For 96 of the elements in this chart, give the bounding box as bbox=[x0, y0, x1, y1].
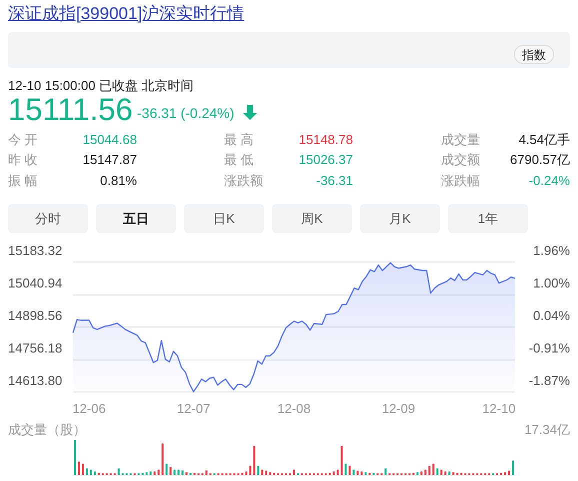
bar bbox=[428, 466, 430, 475]
tab-button: 月K bbox=[360, 204, 440, 233]
bar bbox=[158, 470, 160, 475]
tab-button: 分时 bbox=[8, 204, 88, 233]
bar bbox=[436, 468, 438, 475]
tab-button: 日K bbox=[184, 204, 264, 233]
tab-button: 1年 bbox=[448, 204, 528, 233]
bar bbox=[269, 472, 272, 475]
y-tick-label: 15040.94 bbox=[8, 276, 62, 290]
toggle-button: 指数 bbox=[514, 45, 554, 64]
bar bbox=[182, 470, 184, 475]
bar bbox=[94, 472, 96, 475]
bar bbox=[185, 472, 188, 475]
bar bbox=[384, 468, 387, 475]
bar bbox=[178, 470, 180, 475]
bar bbox=[166, 464, 168, 475]
text: 15147.87 bbox=[82, 152, 137, 167]
bar bbox=[86, 468, 88, 475]
text: 今 开 bbox=[8, 132, 38, 147]
bar bbox=[504, 472, 506, 475]
bar bbox=[261, 470, 264, 475]
text: 6790.57亿 bbox=[510, 152, 570, 167]
bar bbox=[154, 472, 156, 475]
y2-tick-label: 1.00% bbox=[533, 276, 570, 291]
bar bbox=[74, 440, 76, 475]
text: -0.24% bbox=[528, 173, 570, 188]
x-tick-label: 12-09 bbox=[382, 401, 416, 416]
text: 成交额 bbox=[441, 152, 480, 167]
bar bbox=[78, 462, 80, 475]
bar bbox=[360, 472, 363, 475]
text: 17.34亿 bbox=[524, 422, 570, 437]
bar bbox=[257, 466, 260, 475]
text: 15026.37 bbox=[298, 152, 353, 167]
chart-title: 成交量（股） bbox=[8, 422, 86, 437]
text: 最 低 bbox=[224, 152, 254, 167]
tab-button: 五日 bbox=[96, 204, 176, 233]
bar bbox=[448, 472, 450, 475]
y-tick-label: 14898.56 bbox=[8, 308, 62, 323]
text: 振 幅 bbox=[8, 173, 38, 188]
bar bbox=[416, 472, 418, 475]
bar bbox=[452, 472, 454, 475]
text: 4.54亿手 bbox=[518, 132, 570, 147]
bar bbox=[82, 464, 84, 475]
chart-title: 深证成指[399001]沪深实时行情 bbox=[8, 4, 244, 23]
bar bbox=[174, 470, 176, 475]
bar bbox=[508, 470, 510, 475]
text: 15148.78 bbox=[298, 132, 353, 147]
x-tick-label: 12-10 bbox=[482, 401, 516, 416]
text: 涨跌幅 bbox=[441, 173, 480, 188]
text: 12-10 15:00:00 已收盘 北京时间 bbox=[8, 78, 194, 93]
bar bbox=[146, 472, 148, 475]
x-tick-label: 12-06 bbox=[72, 401, 106, 416]
x-tick-label: 12-08 bbox=[277, 401, 311, 416]
bar bbox=[348, 466, 351, 475]
bar bbox=[249, 466, 252, 475]
bar bbox=[336, 470, 339, 475]
y2-tick-label: 1.96% bbox=[533, 243, 570, 258]
text: 涨跌额 bbox=[224, 173, 263, 188]
text: 昨 收 bbox=[8, 152, 38, 167]
bar bbox=[118, 468, 120, 475]
bar bbox=[444, 472, 446, 475]
y-tick-label: 14756.18 bbox=[8, 340, 62, 356]
bar bbox=[332, 472, 335, 475]
bar bbox=[162, 444, 164, 475]
bar bbox=[205, 470, 208, 475]
bar bbox=[265, 470, 268, 475]
text: 15044.68 bbox=[82, 132, 137, 147]
bar bbox=[356, 470, 359, 475]
y-tick-label: 14613.80 bbox=[8, 373, 62, 388]
text: 成交量 bbox=[441, 132, 480, 147]
bar bbox=[364, 472, 367, 475]
bar bbox=[245, 472, 248, 475]
bar bbox=[253, 446, 256, 475]
bar bbox=[440, 470, 442, 475]
bar bbox=[344, 464, 347, 475]
y2-tick-label: -0.91% bbox=[528, 340, 570, 356]
text: -36.31 (-0.24%) bbox=[137, 105, 234, 121]
y2-tick-label: -1.87% bbox=[528, 373, 570, 388]
bar bbox=[90, 470, 92, 475]
text: 0.81% bbox=[100, 173, 137, 188]
bar bbox=[150, 472, 152, 475]
bar bbox=[420, 472, 422, 475]
tab-button: 周K bbox=[272, 204, 352, 233]
bar bbox=[340, 446, 343, 475]
bar bbox=[424, 470, 426, 475]
bar bbox=[512, 460, 514, 475]
y2-tick-label: 0.04% bbox=[533, 308, 570, 324]
text: 15111.56 bbox=[8, 92, 133, 127]
text: 最 高 bbox=[224, 132, 254, 147]
text: -36.31 bbox=[316, 173, 353, 188]
bar bbox=[170, 466, 172, 475]
bar bbox=[432, 464, 434, 475]
bar bbox=[352, 470, 355, 475]
y-tick-label: 15183.32 bbox=[8, 243, 62, 258]
bar bbox=[293, 470, 295, 475]
x-tick-label: 12-07 bbox=[176, 401, 210, 416]
